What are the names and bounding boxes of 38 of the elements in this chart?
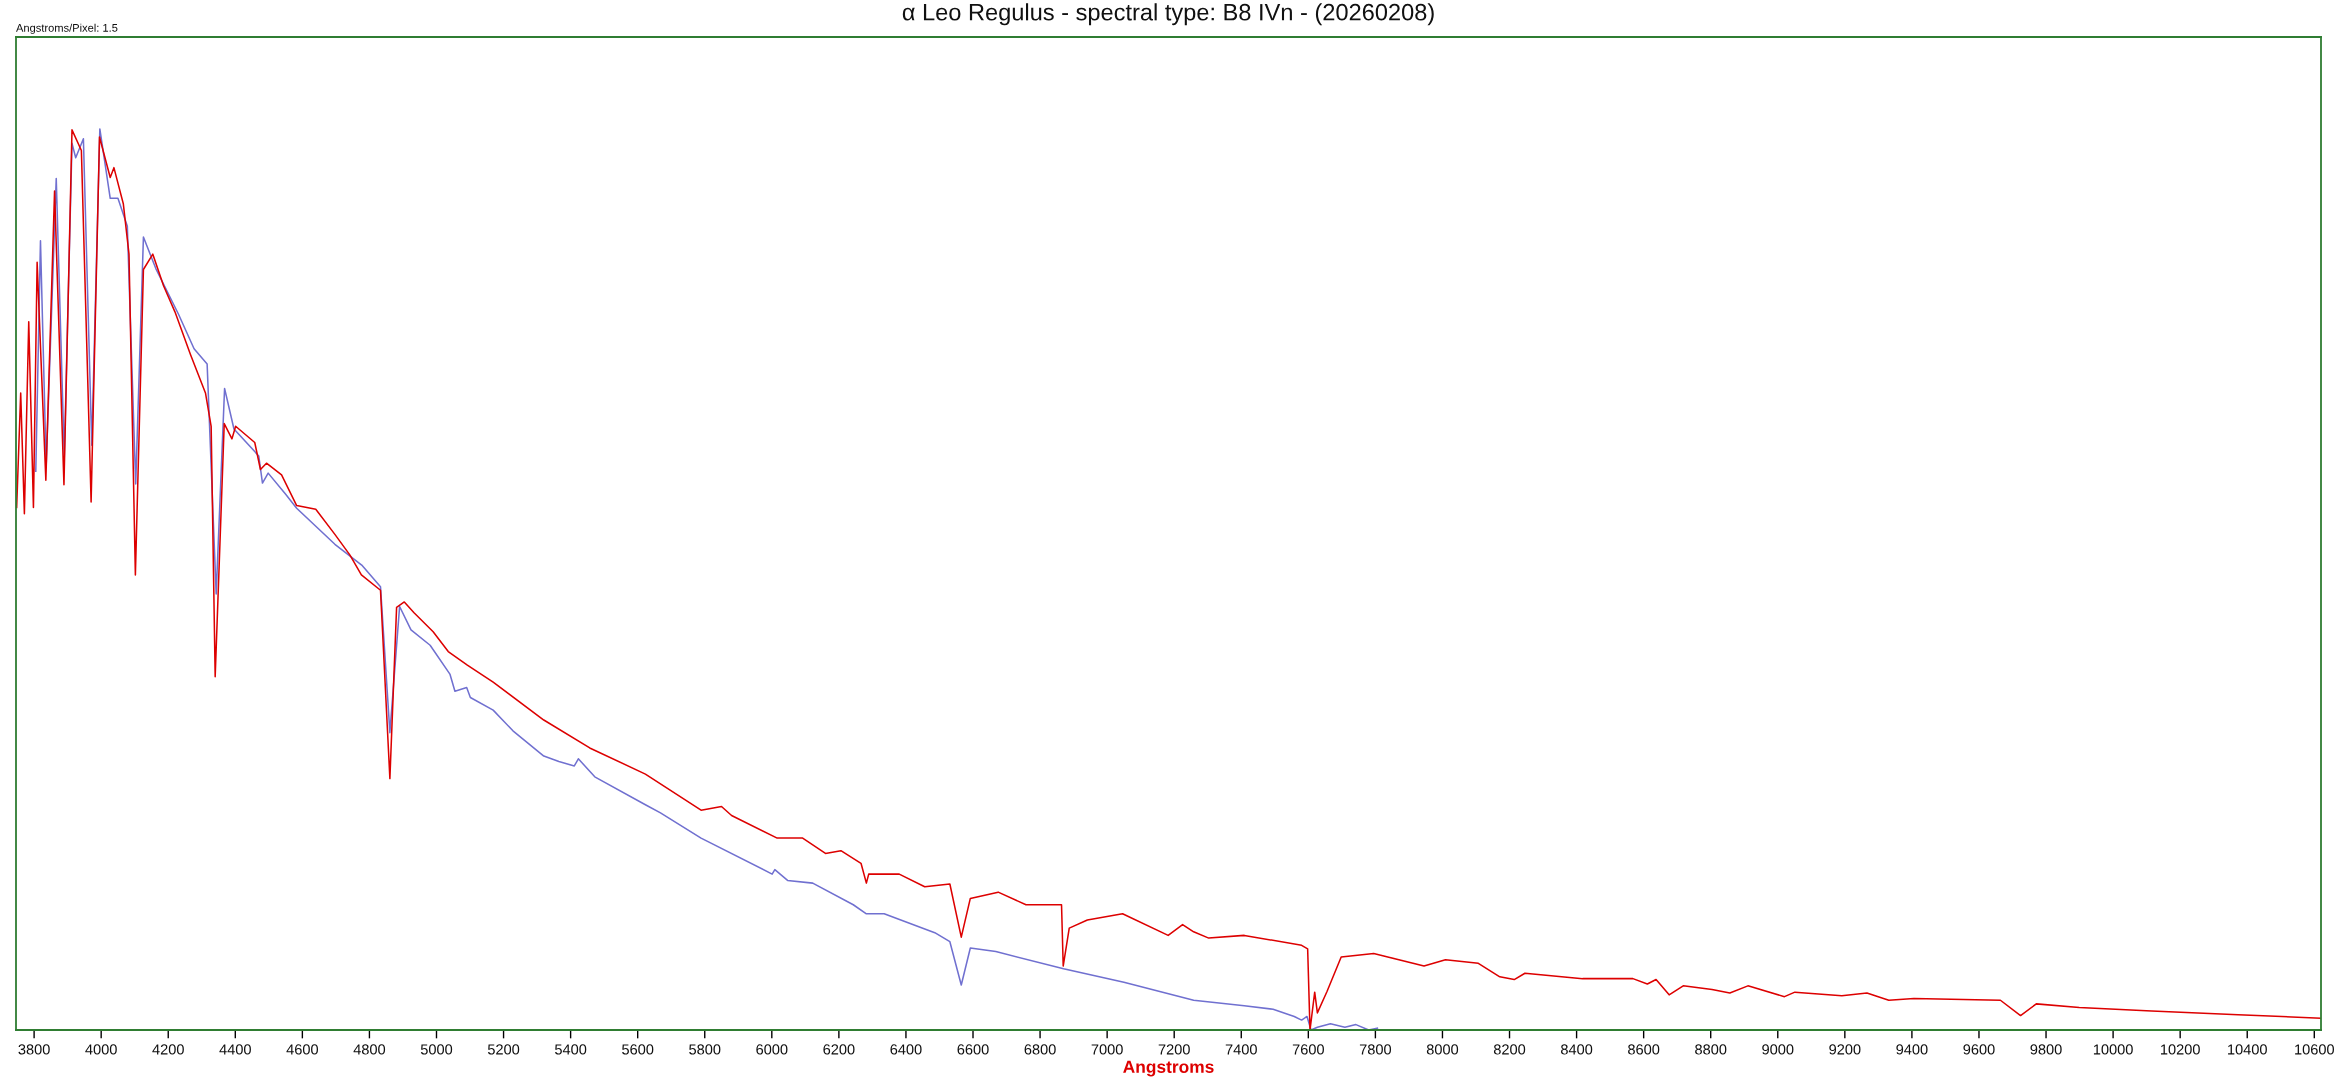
x-tick-label: 5600 xyxy=(622,1044,654,1055)
x-tick-label: 8200 xyxy=(1493,1044,1526,1055)
x-tick-label: 9600 xyxy=(1963,1044,1995,1055)
x-tick-label: 8400 xyxy=(1561,1044,1593,1055)
x-tick-label: 7600 xyxy=(1292,1044,1324,1055)
x-tick-label: 4800 xyxy=(353,1044,386,1055)
x-tick-label: 5400 xyxy=(554,1044,587,1055)
x-tick-label: 3800 xyxy=(18,1044,50,1055)
x-tick-label: 6600 xyxy=(957,1044,989,1055)
x-tick-label: 4400 xyxy=(219,1044,251,1055)
x-tick-label: 8000 xyxy=(1426,1044,1459,1055)
x-tick-label: 7000 xyxy=(1091,1044,1123,1055)
x-axis-title: Angstroms xyxy=(1123,1060,1214,1077)
x-tick-label: 5000 xyxy=(420,1044,453,1055)
x-tick-label: 6400 xyxy=(890,1044,922,1055)
x-tick-label: 7800 xyxy=(1359,1044,1392,1055)
x-tick-label: 10400 xyxy=(2228,1044,2267,1055)
x-tick-label: 4600 xyxy=(286,1044,319,1055)
x-tick-label: 9000 xyxy=(1762,1044,1794,1055)
x-tick-label: 9400 xyxy=(1896,1044,1928,1055)
x-tick-label: 7200 xyxy=(1158,1044,1190,1055)
text: Angstroms/Pixel: 1.5 xyxy=(16,23,118,34)
x-tick-label: 5800 xyxy=(689,1044,721,1055)
x-tick-label: 4000 xyxy=(85,1044,117,1055)
x-tick-label: 9800 xyxy=(2030,1044,2062,1055)
x-tick-label: 8600 xyxy=(1628,1044,1660,1055)
x-tick-label: 6200 xyxy=(823,1044,855,1055)
x-tick-label: 10000 xyxy=(2093,1044,2133,1055)
x-tick-label: 10200 xyxy=(2161,1044,2200,1055)
x-tick-label: 6800 xyxy=(1024,1044,1056,1055)
x-tick-label: 8800 xyxy=(1695,1044,1727,1055)
x-tick-label: 9200 xyxy=(1829,1044,1861,1055)
x-tick-label: 7400 xyxy=(1225,1044,1257,1055)
x-tick-label: 6000 xyxy=(756,1044,788,1055)
x-tick-label: 4200 xyxy=(152,1044,184,1055)
x-tick-label: 10600 xyxy=(2295,1044,2334,1055)
x-tick-label: 5200 xyxy=(487,1044,520,1055)
chart-title: α Leo Regulus - spectral type: B8 IVn - (20260208) xyxy=(902,3,1434,26)
